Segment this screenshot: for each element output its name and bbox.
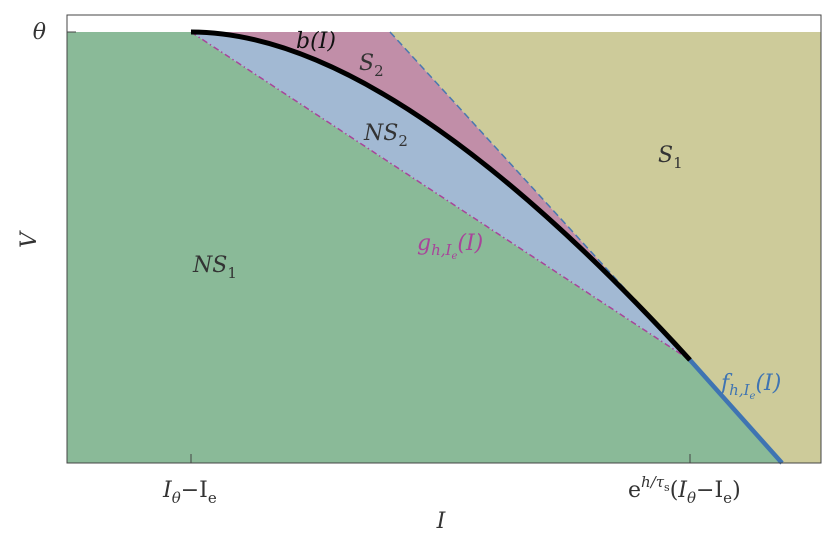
label-part: ): [732, 478, 741, 503]
label-part: h/τ: [641, 473, 665, 491]
label-part: e: [723, 489, 732, 507]
plot-frame: [66, 14, 822, 464]
label-part: I: [162, 478, 173, 503]
label-part: h,I: [431, 241, 452, 259]
region-ns1: [67, 32, 782, 463]
x-axis-label: I: [436, 509, 447, 534]
label-part: h,I: [729, 381, 750, 399]
label-part: e: [750, 391, 756, 402]
label-part: I: [199, 478, 208, 503]
b-label: b(I): [296, 29, 336, 54]
ns1-label: NS1: [192, 253, 237, 282]
x-tick-label: eh/τs(Iθ−Ie): [628, 473, 741, 507]
label-part: θ: [172, 489, 181, 507]
label-part: 1: [227, 264, 237, 282]
label-part: I: [714, 478, 723, 503]
ns2-label: NS2: [363, 121, 408, 150]
label-part: −: [181, 478, 199, 503]
label-part: θ: [687, 489, 696, 507]
label-part: 2: [398, 132, 408, 150]
label-part: −: [696, 478, 714, 503]
label-part: s: [664, 481, 670, 494]
region-s1: [390, 32, 821, 463]
y-axis-label: V: [17, 230, 42, 248]
label-part: (I): [457, 231, 483, 256]
s1-label: S1: [658, 143, 683, 172]
label-part: S: [359, 51, 374, 76]
region-s2: [191, 32, 690, 360]
label-part: NS: [363, 121, 398, 146]
y-tick-label: θ: [33, 20, 46, 45]
label-part: g: [417, 231, 431, 256]
label-part: NS: [192, 253, 227, 278]
g-curve: [190, 31, 691, 361]
label-part: e: [628, 478, 641, 503]
label-part: 2: [374, 62, 384, 80]
label-part: (I): [755, 371, 781, 396]
g-label: gh,Ie(I): [417, 231, 483, 262]
x-tick-label: Iθ−Ie: [162, 478, 217, 507]
label-part: I: [677, 478, 688, 503]
label-part: S: [658, 143, 673, 168]
f-curve: [688, 358, 784, 465]
s2-label: S2: [359, 51, 384, 80]
label-part: (: [670, 478, 679, 503]
label-part: e: [451, 251, 457, 262]
dashed-boundary: [389, 31, 691, 361]
label-part: e: [208, 489, 217, 507]
label-part: 1: [673, 154, 683, 172]
b-curve: [190, 29, 692, 362]
